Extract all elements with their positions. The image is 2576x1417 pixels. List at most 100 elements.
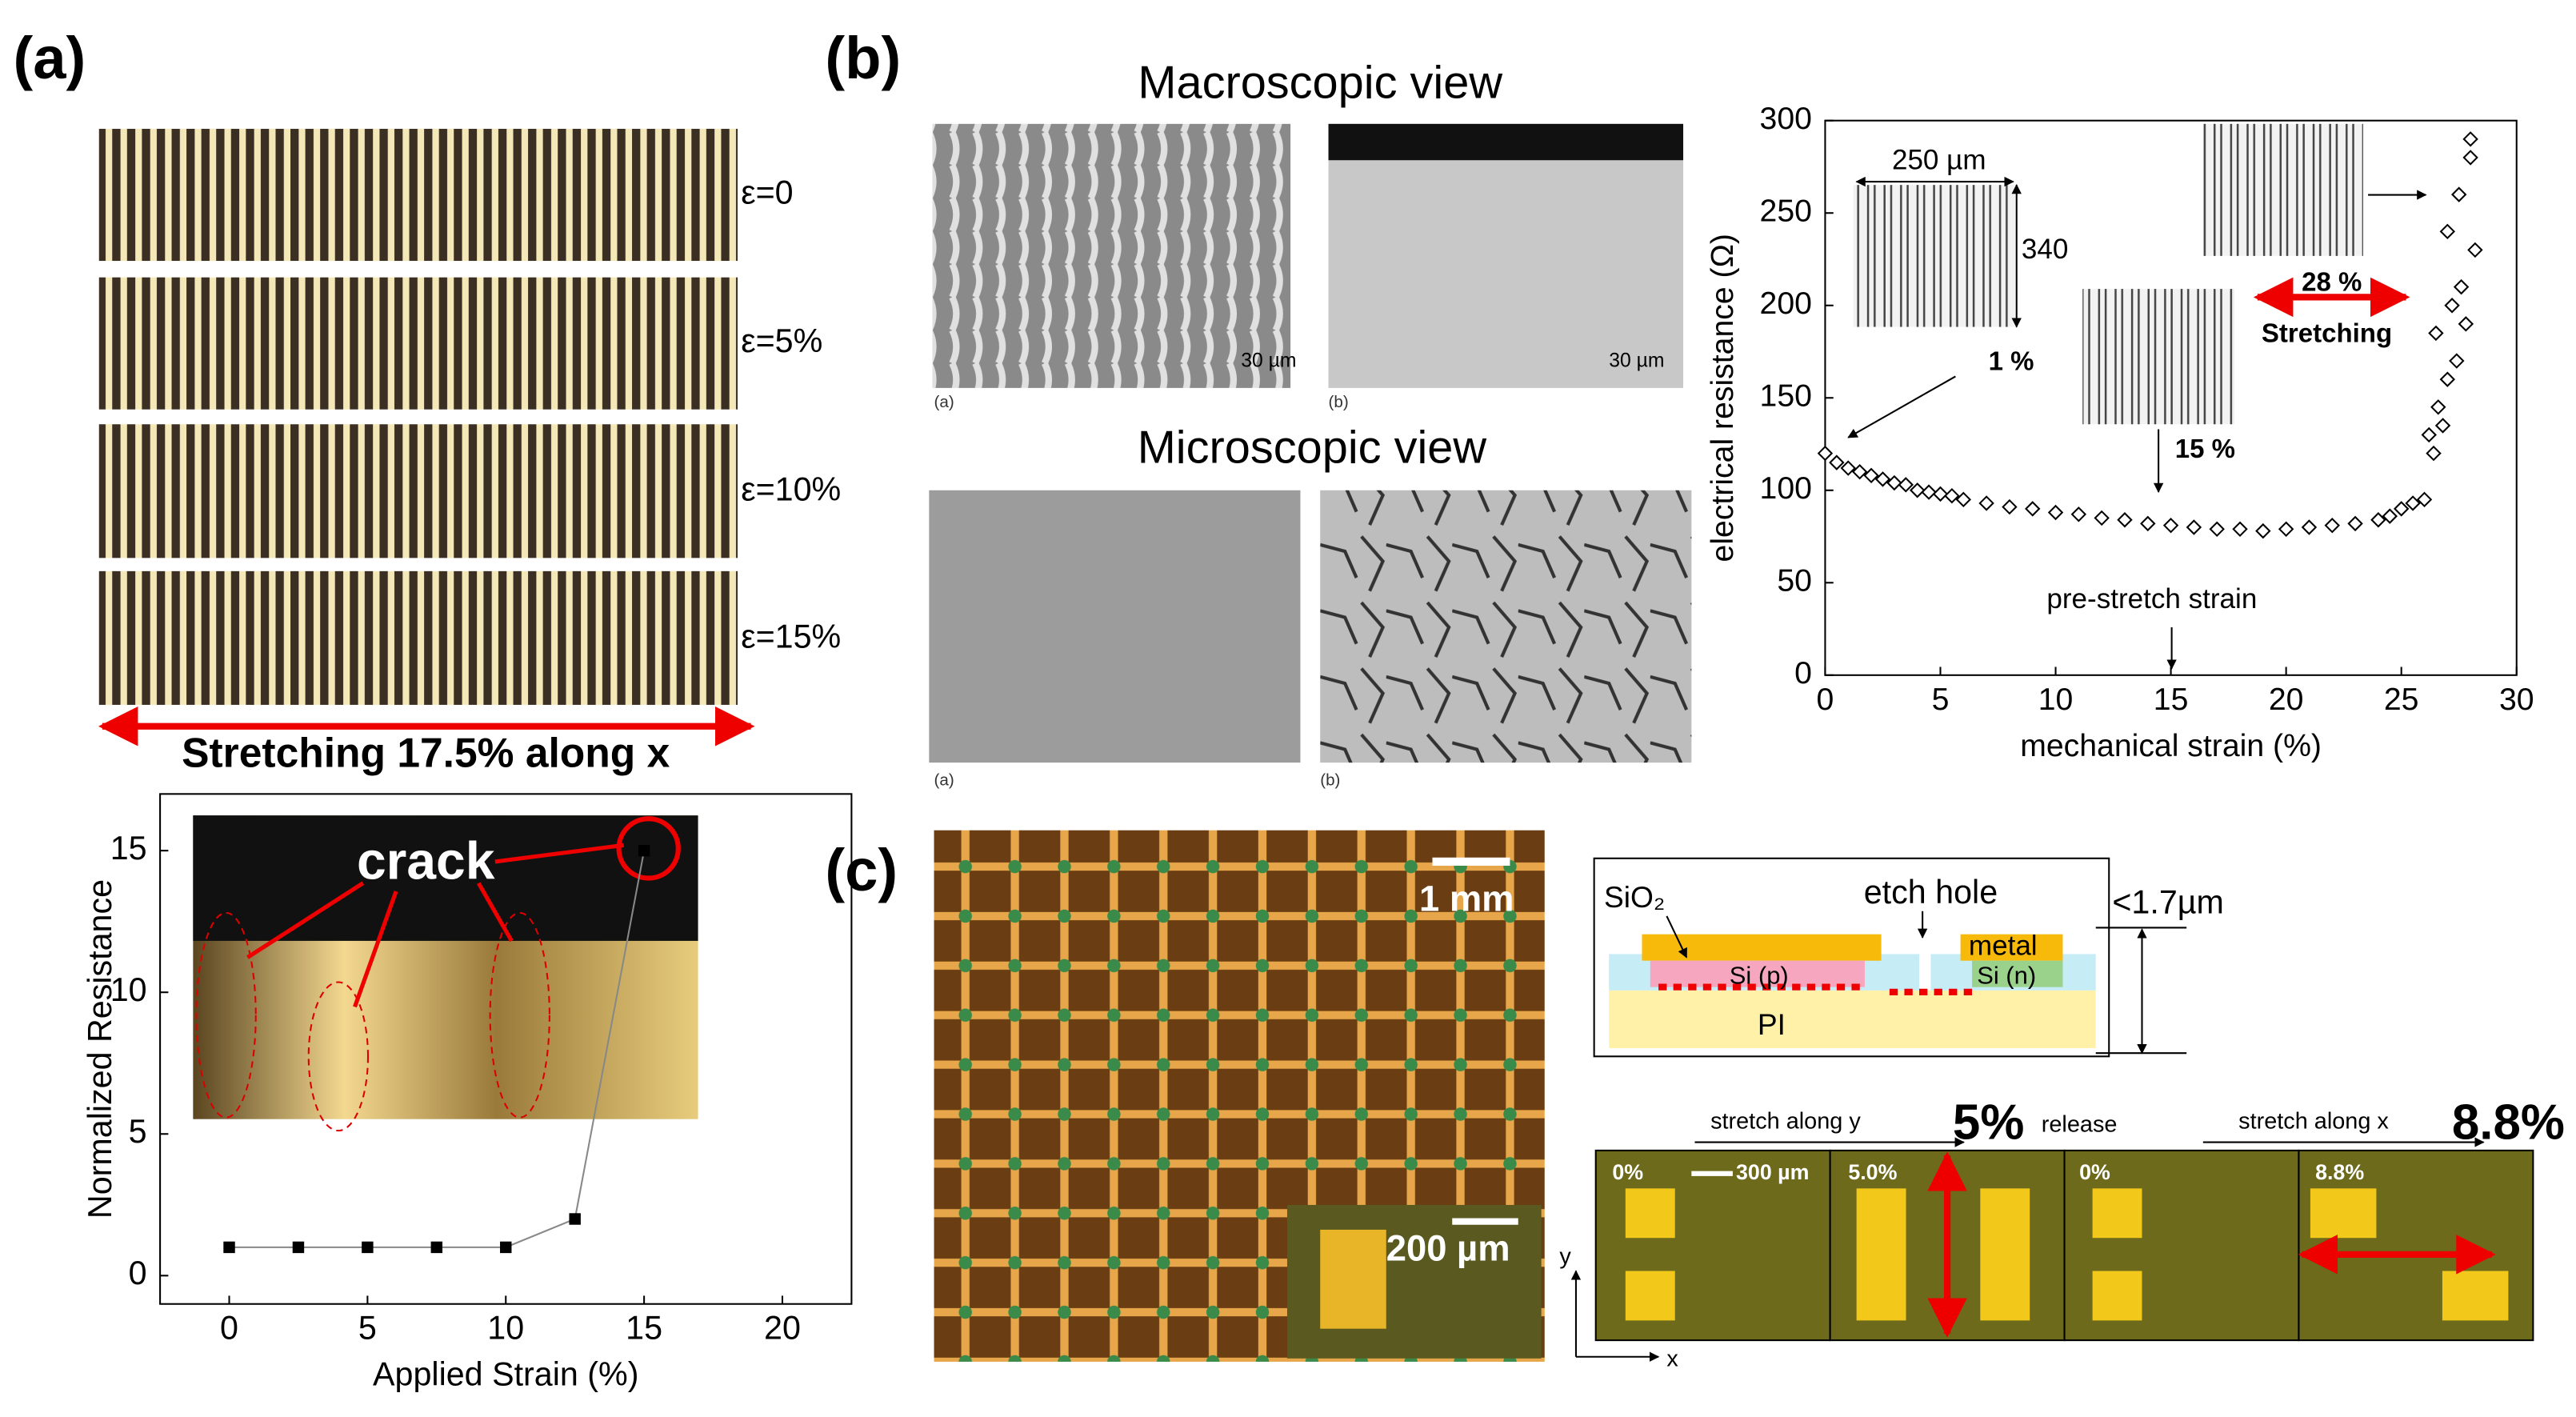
strain-images (98, 129, 738, 705)
x-tick-label: 20 (764, 1310, 801, 1347)
axis-label: y (1559, 1244, 1571, 1270)
step-label: stretch along y (1710, 1108, 1861, 1134)
strain-label: ε=5% (741, 322, 822, 359)
x-axis-label: mechanical strain (%) (2020, 729, 2322, 763)
stretch-label: Stretching 17.5% along x (182, 730, 670, 776)
data-point (2382, 508, 2398, 524)
data-point (1955, 491, 1972, 508)
scale-bar: 1 mm (1419, 878, 1514, 919)
data-point (2140, 515, 2156, 532)
view-title: Macroscopic view (1138, 58, 1502, 109)
data-point (1886, 474, 1902, 491)
data-point (2209, 521, 2225, 538)
inset-annotation: 340 (2022, 234, 2068, 265)
step-label: release (2042, 1112, 2118, 1138)
y-tick-label: 250 (1760, 194, 1812, 229)
data-point (2255, 522, 2271, 539)
data-point (1978, 495, 1994, 511)
sem-image-edge (1328, 123, 1684, 161)
data-point (1840, 460, 1856, 476)
data-point (2186, 519, 2202, 535)
frame-label: 5.0% (1848, 1160, 1897, 1184)
data-point (2324, 517, 2340, 534)
x-tick-label: 20 (2269, 682, 2304, 717)
strain-value: 8.8% (2452, 1095, 2565, 1150)
layer-label: Si (p) (1730, 961, 1789, 989)
zoom-pad (1320, 1229, 1386, 1329)
data-point (2439, 371, 2456, 387)
y-tick-label: 5 (129, 1113, 147, 1150)
y-tick-label: 200 (1760, 286, 1812, 321)
y-tick-label: 10 (110, 971, 147, 1008)
scale-bar: 30 µm (1609, 350, 1664, 371)
data-point (430, 1241, 443, 1254)
x-tick-label: 0 (220, 1310, 238, 1347)
inset-annotation: 28 % (2302, 267, 2362, 297)
y-tick-label: 0 (1794, 656, 1812, 690)
layer-label: PI (1758, 1007, 1786, 1041)
cross-section (1593, 857, 2187, 1058)
x-tick-label: 15 (626, 1310, 662, 1347)
inset-annotation: 250 µm (1892, 145, 1986, 176)
data-point (2434, 418, 2451, 434)
data-point (1932, 486, 1949, 502)
data-point (2025, 501, 2041, 517)
step-label: stretch along x (2238, 1108, 2389, 1134)
data-point (638, 844, 650, 857)
x-tick-label: 25 (2384, 682, 2419, 717)
sem-image (1320, 490, 1692, 763)
data-point (2467, 242, 2483, 258)
layer-label: Si (n) (1977, 961, 2036, 989)
y-tick-label: 100 (1760, 471, 1812, 506)
x-tick-label: 15 (2154, 682, 2189, 717)
sem-image (932, 123, 1291, 388)
data-point (2453, 278, 2470, 295)
x-tick-label: 5 (1932, 682, 1950, 717)
frame-label: 8.8% (2315, 1160, 2364, 1184)
layer-label: etch hole (1864, 874, 1998, 911)
data-point (569, 1213, 581, 1225)
panel-label: (b) (825, 25, 901, 91)
scale-bar: 200 µm (1386, 1228, 1510, 1269)
layer-label: metal (1969, 930, 2038, 961)
layer-label: SiO₂ (1604, 880, 1665, 914)
data-point (2393, 501, 2410, 517)
strain-label: ε=10% (741, 471, 841, 508)
crack-pointer (246, 843, 625, 1008)
frame-label: 0% (1612, 1160, 1643, 1184)
sequence-images (1570, 1137, 2534, 1362)
data-point (2347, 515, 2363, 532)
scale-bar: 30 µm (1241, 350, 1296, 371)
y-tick-label: 50 (1777, 564, 1812, 598)
data-point (2444, 298, 2460, 314)
data-point (1921, 484, 1937, 500)
data-point (2162, 517, 2179, 534)
panel-label: (c) (825, 837, 898, 903)
data-point (2416, 491, 2433, 508)
data-point (2232, 521, 2248, 538)
data-point (292, 1241, 305, 1254)
data-point (2301, 519, 2318, 535)
data-point (1874, 471, 1891, 487)
data-point (2405, 495, 2421, 511)
image-label: (a) (934, 393, 954, 411)
x-tick-label: 10 (2038, 682, 2074, 717)
data-point (2421, 426, 2437, 443)
data-point (1817, 445, 1834, 462)
highlight-circle (616, 816, 681, 881)
data-point (2117, 512, 2133, 528)
axis-label: x (1666, 1346, 1678, 1371)
data-point (2094, 510, 2110, 526)
image-label: (b) (1329, 393, 1349, 411)
strain-label: ε=15% (741, 618, 841, 654)
x-tick-label: 0 (1817, 682, 1834, 717)
panel-label: (a) (14, 25, 86, 91)
crack-outline (307, 981, 370, 1132)
data-point (1909, 482, 1926, 498)
view-title: Microscopic view (1138, 422, 1487, 474)
crack-image-top (193, 815, 698, 941)
y-tick-label: 15 (110, 830, 147, 867)
inset-image (2082, 289, 2235, 425)
x-tick-label: 30 (2499, 682, 2534, 717)
